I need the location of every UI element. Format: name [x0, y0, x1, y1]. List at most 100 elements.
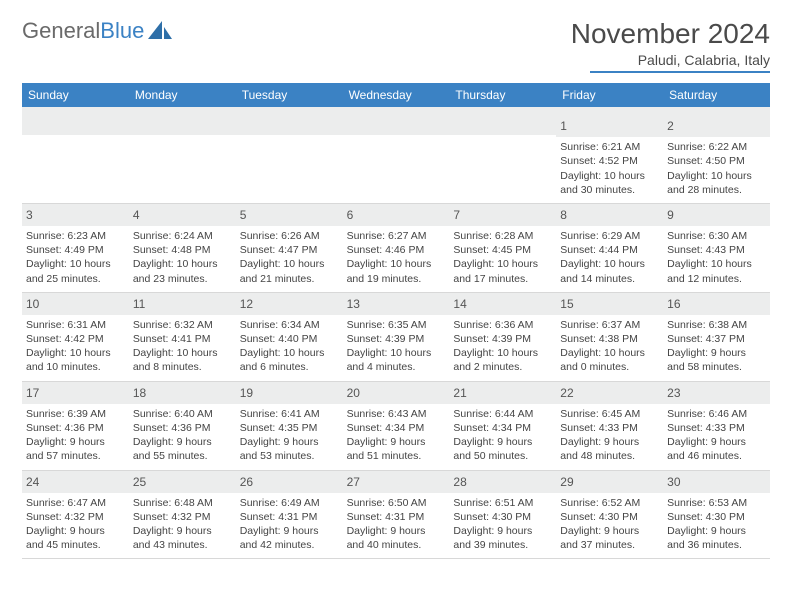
- daylight-text: Daylight: 9 hours and 55 minutes.: [133, 435, 232, 463]
- day-number: 12: [236, 293, 343, 315]
- day-header: Tuesday: [236, 83, 343, 107]
- sunrise-text: Sunrise: 6:21 AM: [560, 140, 659, 154]
- calendar-week: 24 Sunrise: 6:47 AMSunset: 4:32 PMDayligh…: [22, 471, 770, 560]
- calendar-cell: [236, 115, 343, 203]
- daylight-text: Daylight: 9 hours and 53 minutes.: [240, 435, 339, 463]
- day-number: 3: [22, 204, 129, 226]
- header-spacer: [22, 107, 770, 115]
- sunset-text: Sunset: 4:33 PM: [560, 421, 659, 435]
- sunrise-text: Sunrise: 6:50 AM: [347, 496, 446, 510]
- calendar-cell: 6 Sunrise: 6:27 AMSunset: 4:46 PMDaylight…: [343, 204, 450, 292]
- calendar-week: 17Sunrise: 6:39 AMSunset: 4:36 PMDayligh…: [22, 382, 770, 471]
- day-info: Sunrise: 6:28 AMSunset: 4:45 PMDaylight:…: [453, 229, 552, 286]
- sunset-text: Sunset: 4:47 PM: [240, 243, 339, 257]
- day-info: Sunrise: 6:27 AMSunset: 4:46 PMDaylight:…: [347, 229, 446, 286]
- daylight-text: Daylight: 9 hours and 45 minutes.: [26, 524, 125, 552]
- calendar-cell: 2Sunrise: 6:22 AMSunset: 4:50 PMDaylight…: [663, 115, 770, 203]
- day-number: 8: [556, 204, 663, 226]
- sunrise-text: Sunrise: 6:45 AM: [560, 407, 659, 421]
- day-info: Sunrise: 6:43 AMSunset: 4:34 PMDaylight:…: [347, 407, 446, 464]
- day-info: Sunrise: 6:41 AMSunset: 4:35 PMDaylight:…: [240, 407, 339, 464]
- day-info: Sunrise: 6:34 AMSunset: 4:40 PMDaylight:…: [240, 318, 339, 375]
- calendar-day-headers: SundayMondayTuesdayWednesdayThursdayFrid…: [22, 83, 770, 107]
- calendar-cell: 16Sunrise: 6:38 AMSunset: 4:37 PMDayligh…: [663, 293, 770, 381]
- calendar-cell: [449, 115, 556, 203]
- day-info: Sunrise: 6:29 AMSunset: 4:44 PMDaylight:…: [560, 229, 659, 286]
- calendar-cell: 11Sunrise: 6:32 AMSunset: 4:41 PMDayligh…: [129, 293, 236, 381]
- sunrise-text: Sunrise: 6:30 AM: [667, 229, 766, 243]
- day-number: 17: [22, 382, 129, 404]
- day-number: 29: [556, 471, 663, 493]
- day-number: [129, 115, 236, 135]
- day-number: 6: [343, 204, 450, 226]
- sunrise-text: Sunrise: 6:29 AM: [560, 229, 659, 243]
- calendar-week: 3Sunrise: 6:23 AMSunset: 4:49 PMDaylight…: [22, 204, 770, 293]
- day-number: 16: [663, 293, 770, 315]
- day-number: 26: [236, 471, 343, 493]
- day-number: 5: [236, 204, 343, 226]
- sunrise-text: Sunrise: 6:23 AM: [26, 229, 125, 243]
- logo-sail-icon: [148, 21, 174, 41]
- sunset-text: Sunset: 4:36 PM: [133, 421, 232, 435]
- page-header: GeneralBlue November 2024 Paludi, Calabr…: [22, 18, 770, 73]
- day-header: Wednesday: [343, 83, 450, 107]
- calendar-cell: 8 Sunrise: 6:29 AMSunset: 4:44 PMDaylight…: [556, 204, 663, 292]
- sunset-text: Sunset: 4:34 PM: [347, 421, 446, 435]
- day-number: 28: [449, 471, 556, 493]
- calendar: SundayMondayTuesdayWednesdayThursdayFrid…: [22, 83, 770, 559]
- day-info: Sunrise: 6:22 AMSunset: 4:50 PMDaylight:…: [667, 140, 766, 197]
- sunrise-text: Sunrise: 6:49 AM: [240, 496, 339, 510]
- title-block: November 2024 Paludi, Calabria, Italy: [571, 18, 770, 73]
- day-info: Sunrise: 6:32 AMSunset: 4:41 PMDaylight:…: [133, 318, 232, 375]
- sunrise-text: Sunrise: 6:41 AM: [240, 407, 339, 421]
- calendar-cell: 15Sunrise: 6:37 AMSunset: 4:38 PMDayligh…: [556, 293, 663, 381]
- sunrise-text: Sunrise: 6:36 AM: [453, 318, 552, 332]
- location-label: Paludi, Calabria, Italy: [590, 52, 770, 73]
- sunset-text: Sunset: 4:30 PM: [560, 510, 659, 524]
- calendar-cell: 30Sunrise: 6:53 AMSunset: 4:30 PMDayligh…: [663, 471, 770, 559]
- calendar-cell: 18Sunrise: 6:40 AMSunset: 4:36 PMDayligh…: [129, 382, 236, 470]
- calendar-cell: 28Sunrise: 6:51 AMSunset: 4:30 PMDayligh…: [449, 471, 556, 559]
- sunset-text: Sunset: 4:45 PM: [453, 243, 552, 257]
- sunset-text: Sunset: 4:43 PM: [667, 243, 766, 257]
- sunset-text: Sunset: 4:44 PM: [560, 243, 659, 257]
- sunset-text: Sunset: 4:38 PM: [560, 332, 659, 346]
- daylight-text: Daylight: 10 hours and 2 minutes.: [453, 346, 552, 374]
- day-header: Thursday: [449, 83, 556, 107]
- calendar-cell: 19 Sunrise: 6:41 AMSunset: 4:35 PMDayligh…: [236, 382, 343, 470]
- sunset-text: Sunset: 4:31 PM: [240, 510, 339, 524]
- day-info: Sunrise: 6:47 AMSunset: 4:32 PMDaylight:…: [26, 496, 125, 553]
- sunrise-text: Sunrise: 6:34 AM: [240, 318, 339, 332]
- calendar-cell: 12 Sunrise: 6:34 AMSunset: 4:40 PMDayligh…: [236, 293, 343, 381]
- calendar-cell: 13Sunrise: 6:35 AMSunset: 4:39 PMDayligh…: [343, 293, 450, 381]
- sunrise-text: Sunrise: 6:48 AM: [133, 496, 232, 510]
- month-title: November 2024: [571, 18, 770, 50]
- sunrise-text: Sunrise: 6:40 AM: [133, 407, 232, 421]
- calendar-cell: 26 Sunrise: 6:49 AMSunset: 4:31 PMDayligh…: [236, 471, 343, 559]
- sunset-text: Sunset: 4:40 PM: [240, 332, 339, 346]
- day-number: 20: [343, 382, 450, 404]
- calendar-cell: 25Sunrise: 6:48 AMSunset: 4:32 PMDayligh…: [129, 471, 236, 559]
- day-number: 19: [236, 382, 343, 404]
- day-info: Sunrise: 6:46 AMSunset: 4:33 PMDaylight:…: [667, 407, 766, 464]
- daylight-text: Daylight: 10 hours and 23 minutes.: [133, 257, 232, 285]
- day-info: Sunrise: 6:44 AMSunset: 4:34 PMDaylight:…: [453, 407, 552, 464]
- day-number: 14: [449, 293, 556, 315]
- daylight-text: Daylight: 10 hours and 6 minutes.: [240, 346, 339, 374]
- calendar-cell: [343, 115, 450, 203]
- day-number: 30: [663, 471, 770, 493]
- sunrise-text: Sunrise: 6:37 AM: [560, 318, 659, 332]
- day-info: Sunrise: 6:49 AMSunset: 4:31 PMDaylight:…: [240, 496, 339, 553]
- sunset-text: Sunset: 4:42 PM: [26, 332, 125, 346]
- sunset-text: Sunset: 4:31 PM: [347, 510, 446, 524]
- sunrise-text: Sunrise: 6:26 AM: [240, 229, 339, 243]
- day-header: Saturday: [663, 83, 770, 107]
- day-number: 24: [22, 471, 129, 493]
- day-number: [449, 115, 556, 135]
- day-number: [343, 115, 450, 135]
- daylight-text: Daylight: 9 hours and 40 minutes.: [347, 524, 446, 552]
- sunset-text: Sunset: 4:39 PM: [453, 332, 552, 346]
- day-info: Sunrise: 6:50 AMSunset: 4:31 PMDaylight:…: [347, 496, 446, 553]
- day-info: Sunrise: 6:26 AMSunset: 4:47 PMDaylight:…: [240, 229, 339, 286]
- calendar-cell: 23Sunrise: 6:46 AMSunset: 4:33 PMDayligh…: [663, 382, 770, 470]
